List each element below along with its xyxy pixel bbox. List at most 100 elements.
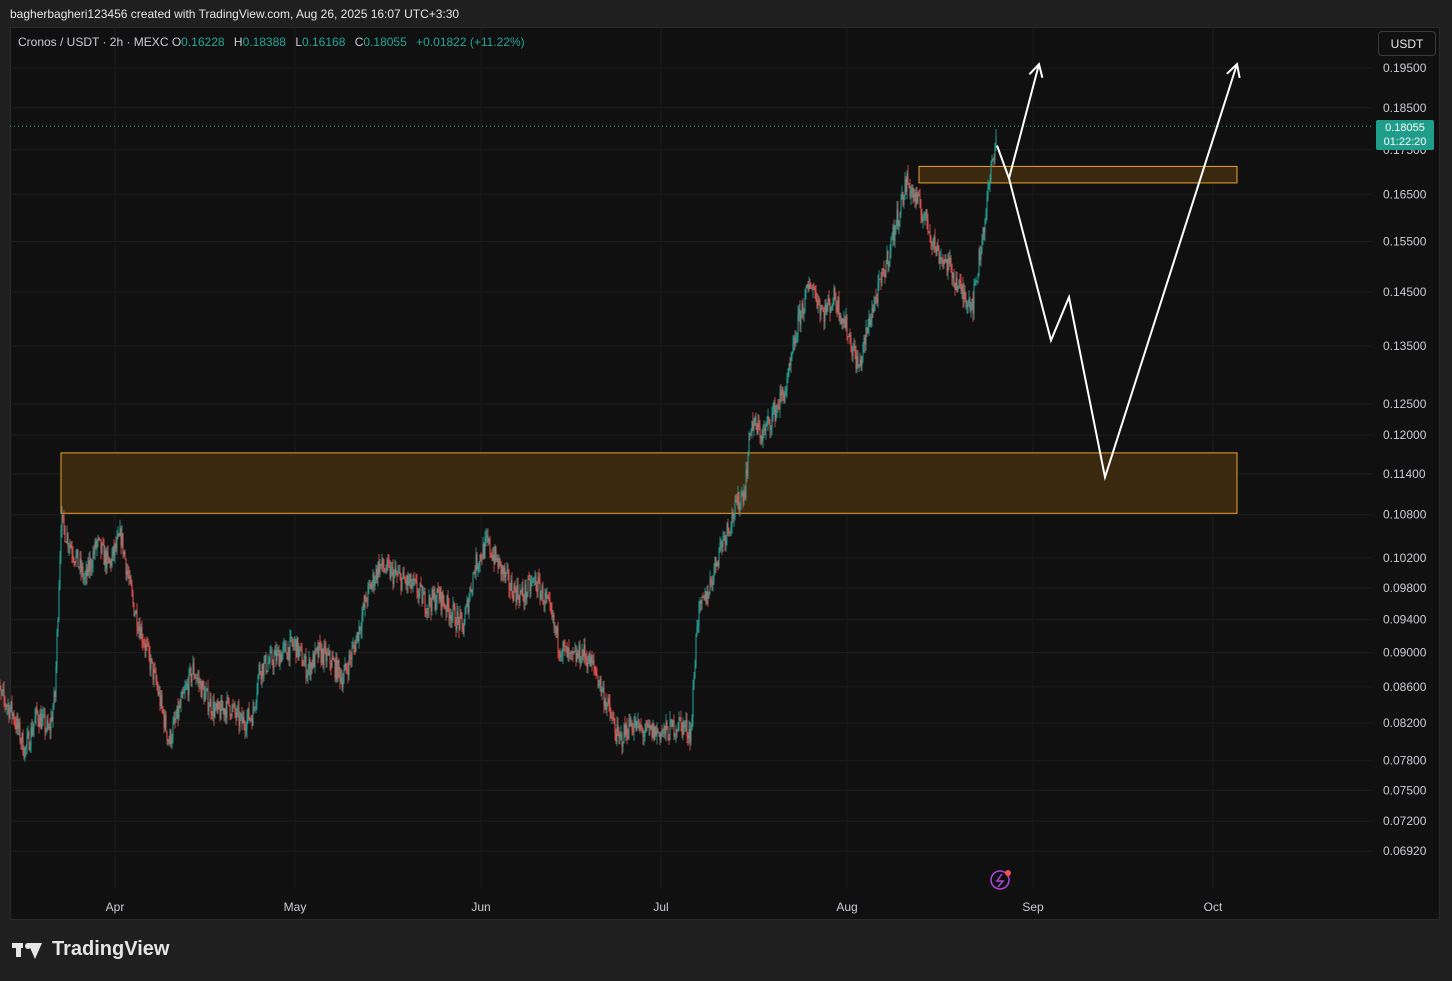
candle-body: [93, 552, 95, 554]
candle-body: [173, 717, 175, 724]
candle-body: [800, 310, 802, 325]
candle-body: [728, 529, 730, 534]
candle-body: [622, 743, 624, 747]
candle-body: [203, 687, 205, 702]
candle-body: [257, 675, 259, 692]
candle-body: [818, 299, 820, 303]
candle-body: [469, 588, 471, 600]
candle-body: [975, 281, 977, 283]
candle-body: [421, 585, 423, 604]
candle-body: [398, 572, 400, 574]
candle-body: [770, 429, 772, 430]
candle-body: [33, 723, 35, 730]
candle-body: [477, 566, 479, 570]
candle-body: [965, 299, 967, 308]
candle-body: [483, 543, 485, 558]
candle-body: [808, 284, 810, 290]
candle-body: [406, 575, 408, 586]
candle-body: [343, 670, 345, 682]
x-axis-tick-label: Jul: [653, 900, 668, 914]
candle-body: [341, 677, 343, 688]
candle-body: [28, 732, 30, 750]
candle-body: [632, 730, 634, 733]
candle-body: [563, 641, 565, 647]
candle-body: [543, 604, 545, 605]
candle-body: [348, 655, 350, 676]
candle-body: [371, 583, 373, 590]
candle-body: [705, 591, 707, 604]
candle-body: [212, 701, 214, 716]
candle-body: [200, 681, 202, 698]
candle-body: [858, 366, 860, 367]
candle-body: [123, 551, 125, 555]
tradingview-logo[interactable]: TradingView: [12, 938, 169, 961]
candle-body: [902, 192, 904, 206]
candle-body: [666, 721, 668, 729]
candle-body: [533, 577, 535, 580]
candle-body: [924, 213, 926, 218]
candle-body: [187, 684, 189, 696]
candle-body: [773, 402, 775, 411]
candle-body: [700, 601, 702, 604]
y-axis-tick-label: 0.18500: [1383, 101, 1427, 115]
candle-body: [696, 626, 698, 635]
candle-body: [369, 583, 371, 585]
candle-body: [16, 718, 18, 730]
candle-body: [347, 670, 349, 676]
currency-button[interactable]: USDT: [1378, 31, 1436, 56]
candle-body: [331, 657, 333, 668]
candle-body: [422, 594, 424, 604]
candle-body: [135, 610, 137, 614]
candle-body: [181, 691, 183, 698]
candle-body: [626, 725, 628, 737]
candle-body: [743, 491, 745, 503]
candle-body: [339, 669, 341, 682]
candle-body: [568, 648, 570, 654]
candle-body: [396, 573, 398, 575]
candle-body: [233, 704, 235, 706]
candle-body: [616, 724, 618, 742]
candle-body: [761, 436, 763, 441]
candle-body: [325, 647, 327, 662]
candle-body: [633, 724, 635, 733]
candle-body: [991, 159, 993, 165]
candle-body: [631, 722, 633, 731]
candle-body: [358, 626, 360, 642]
candle-body: [932, 244, 934, 247]
candle-body: [489, 538, 491, 554]
candle-body: [570, 652, 572, 654]
candle-body: [106, 551, 108, 569]
candle-body: [226, 697, 228, 718]
candle-body: [149, 653, 151, 670]
candle-body: [37, 712, 39, 722]
candle-body: [6, 706, 8, 708]
candle-body: [685, 720, 687, 726]
candle-body: [453, 604, 455, 607]
candle-body: [786, 377, 788, 391]
candle-body: [140, 627, 142, 639]
candle-body: [894, 225, 896, 241]
candle-body: [53, 691, 55, 708]
candle-body: [284, 643, 286, 645]
candle-body: [261, 663, 263, 680]
candle-body: [678, 717, 680, 730]
candle-body: [24, 748, 26, 758]
candle-body: [878, 278, 880, 282]
candle-body: [311, 662, 313, 669]
candle-body: [255, 702, 257, 708]
candle-body: [727, 523, 729, 530]
candle-body: [472, 573, 474, 590]
candle-body: [21, 733, 23, 743]
candle-body: [627, 736, 629, 739]
candle-body: [861, 356, 863, 367]
candle-body: [191, 673, 193, 683]
candle-body: [333, 659, 335, 661]
candle-body: [764, 428, 766, 431]
candle-body: [759, 426, 761, 439]
candle-body: [4, 698, 6, 705]
symbol-label[interactable]: Cronos / USDT · 2h · MEXC: [18, 35, 169, 49]
candle-body: [620, 733, 622, 735]
candle-body: [487, 535, 489, 542]
candle-body: [464, 612, 466, 626]
